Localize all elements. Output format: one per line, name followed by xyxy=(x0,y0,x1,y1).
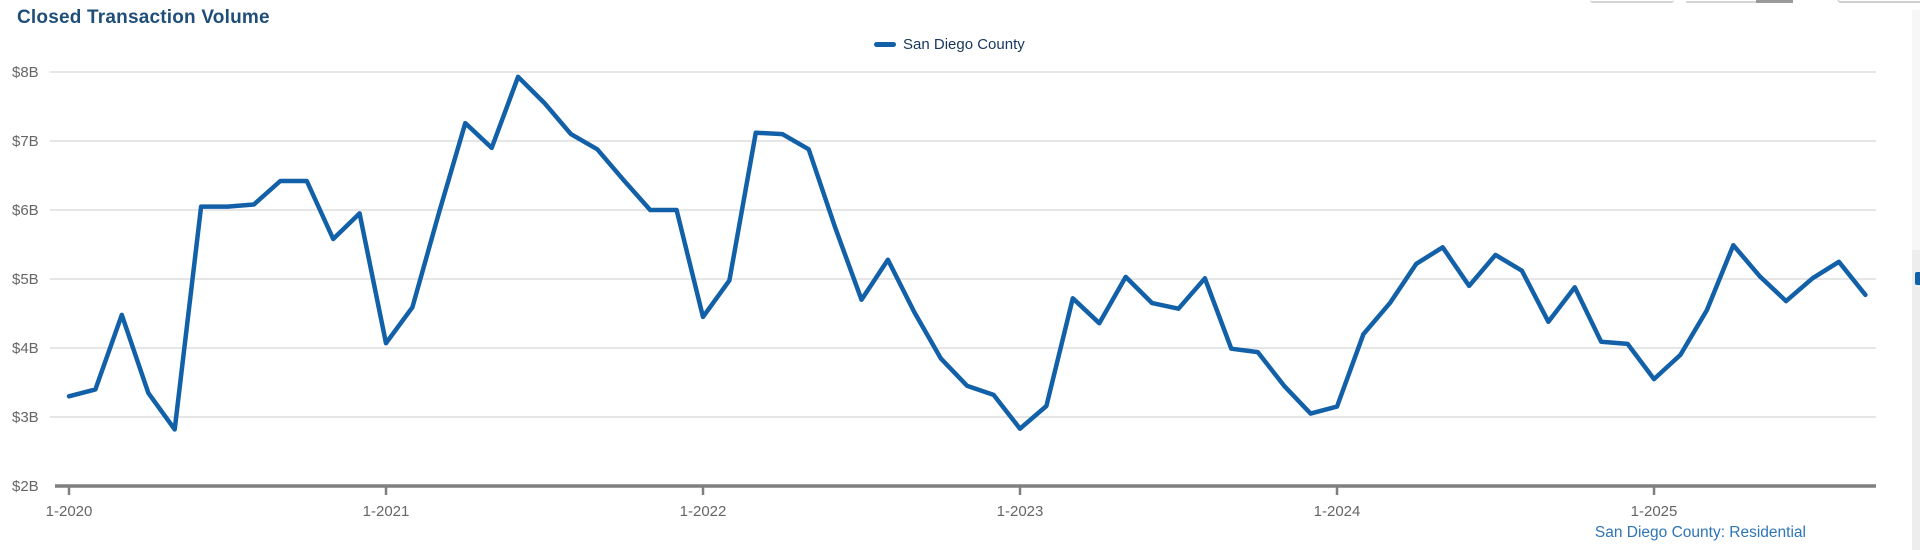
legend-label: San Diego County xyxy=(903,36,1025,53)
y-axis-tick-label: $2B xyxy=(12,478,39,495)
x-axis-tick-label: 1-2021 xyxy=(363,503,410,520)
adjacent-panel-edge xyxy=(1912,10,1920,550)
y-axis-tick-label: $5B xyxy=(12,271,39,288)
x-axis-tick-label: 1-2022 xyxy=(680,503,727,520)
adjacent-panel-upper xyxy=(1912,10,1920,250)
adjacent-panel-legend-swatch xyxy=(1915,272,1920,285)
y-axis-tick-label: $3B xyxy=(12,409,39,426)
adjacent-panel-lower xyxy=(1912,250,1920,550)
legend-item-san-diego-county[interactable]: San Diego County xyxy=(874,36,1025,53)
y-axis-tick-label: $4B xyxy=(12,340,39,357)
x-axis-tick-label: 1-2020 xyxy=(46,503,93,520)
cutoff-control-sliver[interactable] xyxy=(1590,0,1674,3)
cutoff-control-sliver[interactable] xyxy=(1837,0,1920,3)
series-line-san-diego-county[interactable] xyxy=(66,74,1868,432)
page-title: Closed Transaction Volume xyxy=(17,7,270,28)
x-axis-tick-label: 1-2025 xyxy=(1631,503,1678,520)
x-axis-tick-label: 1-2023 xyxy=(997,503,1044,520)
chart-footer-note: San Diego County: Residential xyxy=(1594,524,1806,541)
legend-line-swatch xyxy=(874,42,896,47)
x-axis-tick-label: 1-2024 xyxy=(1314,503,1361,520)
cutoff-control-sliver[interactable] xyxy=(1756,0,1793,3)
y-axis-tick-label: $6B xyxy=(12,202,39,219)
y-axis-tick-label: $7B xyxy=(12,133,39,150)
cutoff-control-sliver[interactable] xyxy=(1686,0,1758,3)
y-axis-tick-label: $8B xyxy=(12,64,39,81)
